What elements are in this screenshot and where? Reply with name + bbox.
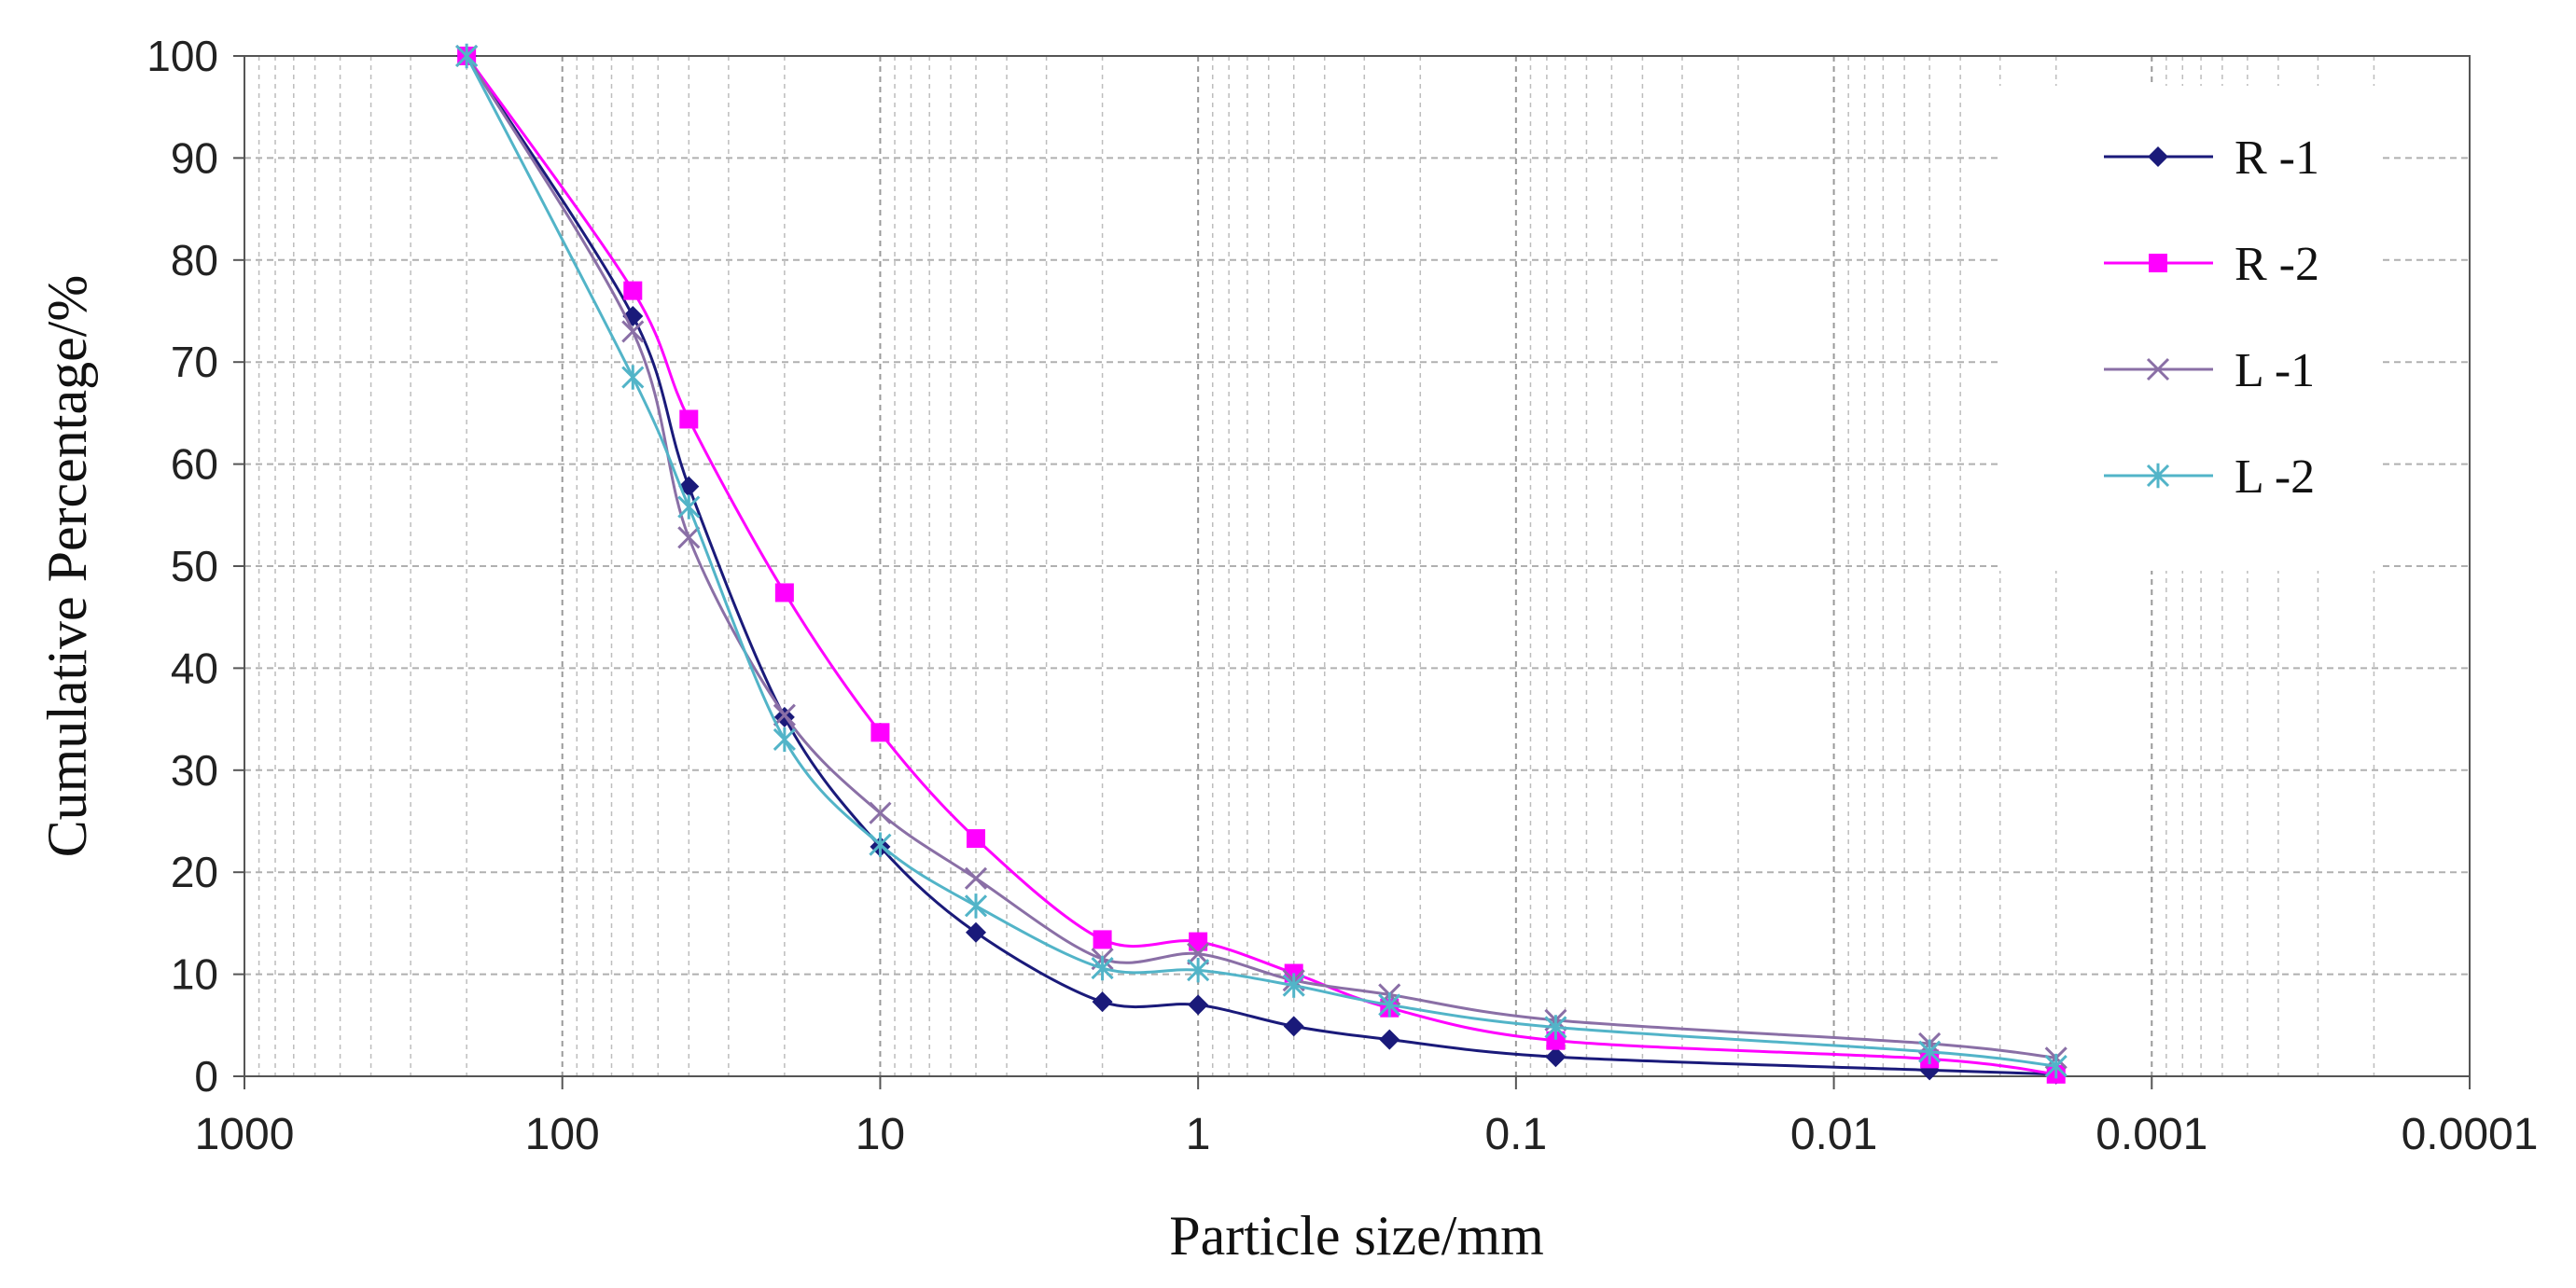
data-point bbox=[965, 921, 986, 943]
data-point bbox=[773, 727, 796, 753]
data-point bbox=[1189, 932, 1208, 951]
axis-ticks: 1000 100 10 1 0.1 0.01 0.001 0.0001 0 10 20 30 40 50 6… bbox=[146, 32, 2538, 1159]
data-point bbox=[621, 320, 645, 343]
data-point bbox=[1378, 992, 1401, 1018]
x-tick-label: 0.001 bbox=[2096, 1110, 2207, 1159]
y-tick-label: 100 bbox=[146, 32, 218, 80]
data-point bbox=[621, 365, 645, 390]
legend-item: L -2 bbox=[2104, 450, 2315, 504]
data-point bbox=[1092, 991, 1113, 1013]
series-r-1 bbox=[456, 46, 2067, 1085]
data-point bbox=[1093, 930, 1112, 949]
legend-label: L -2 bbox=[2235, 450, 2315, 504]
y-tick-label: 0 bbox=[194, 1052, 218, 1101]
data-point bbox=[966, 829, 985, 849]
data-point bbox=[1187, 942, 1210, 965]
y-tick-label: 80 bbox=[171, 236, 218, 284]
data-point bbox=[964, 893, 988, 919]
y-tick-label: 20 bbox=[171, 848, 218, 896]
data-point bbox=[679, 409, 699, 429]
data-point bbox=[1918, 1039, 1942, 1064]
data-point bbox=[1546, 1031, 1566, 1050]
y-axis-title: Cumulative Percentage/% bbox=[36, 275, 98, 858]
y-tick-label: 70 bbox=[171, 338, 218, 386]
y-tick-label: 30 bbox=[171, 746, 218, 795]
data-point bbox=[2146, 463, 2170, 489]
y-tick-label: 50 bbox=[171, 542, 218, 590]
data-point bbox=[869, 832, 892, 857]
y-tick-label: 90 bbox=[171, 133, 218, 182]
data-point bbox=[1379, 1029, 1400, 1050]
data-point bbox=[677, 526, 701, 549]
x-tick-label: 0.01 bbox=[1790, 1110, 1877, 1159]
data-point bbox=[773, 703, 796, 727]
x-tick-label: 10 bbox=[856, 1110, 905, 1159]
legend-item: R -1 bbox=[2104, 132, 2319, 185]
x-tick-label: 1 bbox=[1186, 1110, 1211, 1159]
series-line bbox=[465, 55, 2056, 1059]
data-point bbox=[1545, 1046, 1566, 1068]
data-point bbox=[1544, 1015, 1567, 1040]
legend-box bbox=[1998, 86, 2379, 571]
x-tick-label: 0.1 bbox=[1484, 1110, 1547, 1159]
data-point bbox=[1188, 994, 1209, 1016]
x-axis-title: Particle size/mm bbox=[1169, 1205, 1544, 1267]
series-line bbox=[465, 55, 2056, 1076]
data-point bbox=[869, 801, 892, 824]
data-point bbox=[623, 281, 643, 300]
data-point bbox=[1187, 958, 1210, 983]
legend-item: R -2 bbox=[2104, 238, 2319, 291]
legend-label: R -2 bbox=[2235, 238, 2319, 291]
legend: R -1 R -2 L -1 L -2 bbox=[1998, 86, 2379, 571]
data-point bbox=[1282, 973, 1305, 998]
series-line bbox=[465, 55, 2056, 1068]
y-tick-label: 10 bbox=[171, 950, 218, 999]
data-point bbox=[677, 494, 701, 519]
data-point bbox=[1283, 1016, 1304, 1037]
legend-label: R -1 bbox=[2235, 132, 2319, 185]
data-point bbox=[2149, 254, 2167, 272]
data-point bbox=[2044, 1053, 2068, 1079]
series-line bbox=[465, 55, 2056, 1076]
y-tick-label: 40 bbox=[171, 644, 218, 692]
grid bbox=[244, 56, 2471, 1076]
series-l-2 bbox=[455, 43, 2068, 1079]
x-tick-label: 1000 bbox=[195, 1110, 295, 1159]
data-point bbox=[964, 866, 988, 890]
data-point bbox=[2148, 146, 2168, 167]
series-group bbox=[455, 43, 2068, 1085]
series-r-2 bbox=[457, 47, 2066, 1084]
series-l-1 bbox=[455, 44, 2068, 1070]
data-point bbox=[2146, 357, 2170, 381]
x-tick-label: 100 bbox=[525, 1110, 600, 1159]
legend-label: L -1 bbox=[2235, 344, 2315, 397]
y-tick-label: 60 bbox=[171, 440, 218, 489]
x-tick-label: 0.0001 bbox=[2402, 1110, 2539, 1159]
data-point bbox=[774, 583, 794, 602]
legend-item: L -1 bbox=[2104, 344, 2315, 397]
data-point bbox=[870, 723, 890, 742]
data-point bbox=[455, 43, 479, 69]
data-point bbox=[1091, 955, 1114, 981]
